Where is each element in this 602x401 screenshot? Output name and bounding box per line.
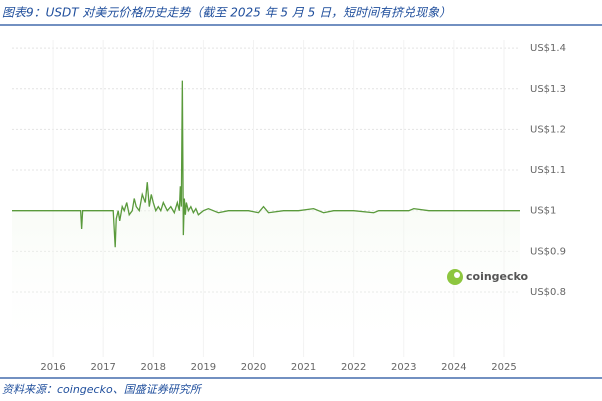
price-line <box>12 80 520 248</box>
x-tick-label: 2019 <box>191 362 216 373</box>
x-tick-label: 2018 <box>141 362 166 373</box>
y-tick-label: US$0.9 <box>530 246 566 257</box>
watermark: coingecko <box>466 270 529 283</box>
x-tick-label: 2017 <box>90 362 115 373</box>
y-tick-label: US$0.8 <box>530 287 566 298</box>
x-tick-label: 2021 <box>291 362 316 373</box>
y-tick-label: US$1.3 <box>530 84 566 95</box>
y-tick-label: US$1.2 <box>530 124 566 135</box>
x-tick-label: 2022 <box>341 362 366 373</box>
chart-title: 图表9：USDT 对美元价格历史走势（截至 2025 年 5 月 5 日，短时间… <box>2 6 451 20</box>
x-tick-label: 2016 <box>40 362 65 373</box>
x-tick-label: 2023 <box>391 362 416 373</box>
x-tick-label: 2020 <box>241 362 266 373</box>
x-tick-label: 2025 <box>491 362 516 373</box>
y-tick-label: US$1 <box>530 206 556 217</box>
x-tick-label: 2024 <box>441 362 466 373</box>
logo-eye <box>454 272 460 278</box>
y-tick-label: US$1.1 <box>530 165 566 176</box>
y-tick-label: US$1.4 <box>530 43 566 54</box>
area <box>12 80 520 357</box>
source: 资料来源：coingecko、国盛证券研究所 <box>2 383 203 396</box>
